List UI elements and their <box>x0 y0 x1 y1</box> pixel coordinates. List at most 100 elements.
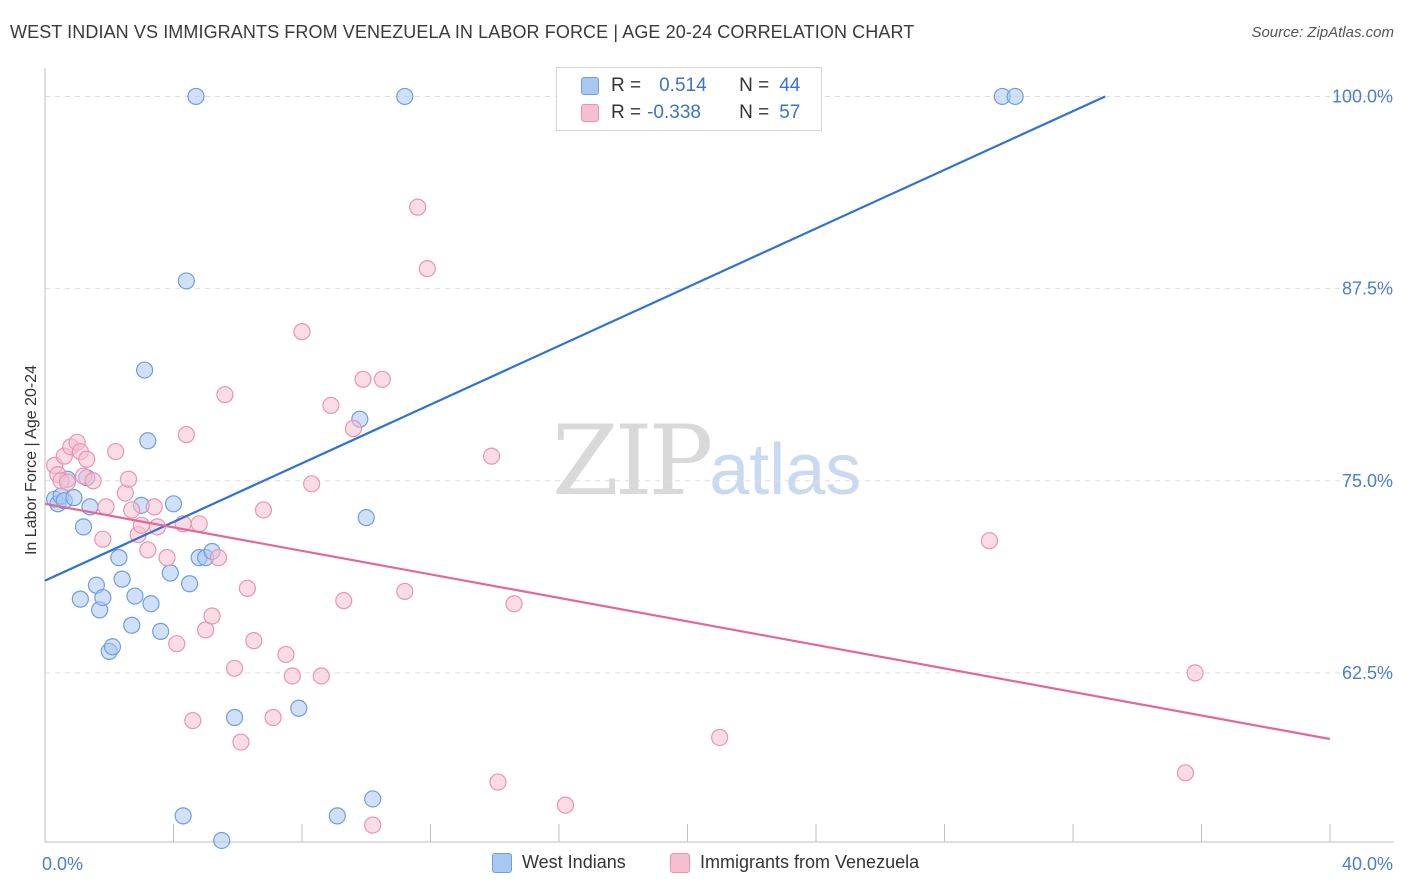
data-point-venezuela <box>354 370 372 388</box>
series-legend: West Indians Immigrants from Venezuela <box>0 852 1406 878</box>
data-point-venezuela <box>364 816 382 834</box>
data-point-west-indians <box>123 616 141 634</box>
data-point-venezuela <box>232 733 250 751</box>
data-point-venezuela <box>209 549 228 567</box>
correlation-legend: R = 0.514 N = 44 R = -0.338 N = 57 <box>556 67 822 131</box>
x-tick-label: 40.0% <box>1342 854 1393 874</box>
legend-n-value: 44 <box>779 75 801 96</box>
data-point-venezuela <box>283 667 301 685</box>
data-point-venezuela <box>1186 664 1204 682</box>
data-point-venezuela <box>418 260 436 278</box>
data-point-west-indians <box>126 587 144 605</box>
data-point-west-indians <box>357 509 375 527</box>
data-point-west-indians <box>103 638 122 656</box>
data-point-venezuela <box>225 659 244 677</box>
data-point-venezuela <box>409 198 427 216</box>
y-tick-label: 62.5% <box>1342 663 1393 683</box>
watermark: ZIPatlas <box>552 405 861 517</box>
legend-swatch-blue <box>492 852 512 873</box>
data-point-west-indians <box>177 272 195 290</box>
data-point-venezuela <box>78 450 96 468</box>
data-point-venezuela <box>1176 764 1195 782</box>
x-tick-label: 0.0% <box>42 854 83 874</box>
data-point-west-indians <box>142 595 160 613</box>
data-point-west-indians <box>113 570 131 588</box>
data-point-venezuela <box>322 396 340 415</box>
data-point-venezuela <box>158 549 176 567</box>
legend-r-value: 0.514 <box>659 75 707 96</box>
data-point-west-indians <box>110 549 128 567</box>
y-tick-label: 87.5% <box>1342 279 1393 299</box>
legend-swatch-pink <box>581 104 599 122</box>
data-point-venezuela <box>245 632 263 650</box>
data-point-west-indians <box>74 518 93 536</box>
data-point-west-indians <box>139 432 157 450</box>
legend-item-venezuela: Immigrants from Venezuela <box>670 852 919 873</box>
legend-r-value: -0.338 <box>647 102 701 123</box>
legend-n-label: N = <box>739 75 770 96</box>
data-point-venezuela <box>980 532 999 550</box>
data-point-venezuela <box>119 470 138 488</box>
data-point-venezuela <box>190 515 208 533</box>
legend-label-venezuela: Immigrants from Venezuela <box>700 852 920 872</box>
data-point-venezuela <box>58 473 77 491</box>
data-point-venezuela <box>505 595 523 613</box>
data-point-west-indians <box>164 495 183 513</box>
legend-swatch-pink <box>670 852 690 873</box>
y-tick-label: 100.0% <box>1332 86 1393 106</box>
data-point-west-indians <box>396 87 414 106</box>
data-point-venezuela <box>277 645 295 664</box>
data-point-venezuela <box>184 711 202 730</box>
legend-row-west-indians: R = 0.514 N = 44 <box>581 73 800 99</box>
data-point-venezuela <box>197 621 215 639</box>
data-point-west-indians <box>225 708 244 727</box>
data-point-venezuela <box>373 370 391 388</box>
data-point-west-indians <box>71 590 89 608</box>
source-label: Source: ZipAtlas.com <box>1251 24 1394 41</box>
data-point-west-indians <box>290 699 308 717</box>
legend-n-label: N = <box>739 102 770 123</box>
legend-label-west-indians: West Indians <box>522 852 626 872</box>
data-point-venezuela <box>177 426 195 444</box>
data-point-venezuela <box>335 592 353 610</box>
legend-r-label: R = <box>611 75 642 96</box>
data-point-venezuela <box>107 442 125 461</box>
data-point-west-indians <box>161 564 179 582</box>
data-point-venezuela <box>84 472 102 490</box>
data-point-venezuela <box>216 386 234 404</box>
data-point-venezuela <box>489 773 507 791</box>
data-point-west-indians <box>364 790 382 808</box>
data-point-venezuela <box>711 728 729 747</box>
legend-item-west-indians: West Indians <box>492 852 626 873</box>
data-point-venezuela <box>293 323 311 341</box>
data-point-west-indians <box>213 831 231 850</box>
data-point-west-indians <box>94 588 112 607</box>
data-point-venezuela <box>97 498 115 516</box>
data-point-venezuela <box>203 607 221 625</box>
data-point-venezuela <box>139 541 157 559</box>
trend-line-venezuela <box>44 502 1331 741</box>
data-point-venezuela <box>168 635 186 653</box>
data-point-west-indians <box>174 807 192 825</box>
data-point-venezuela <box>556 796 575 814</box>
data-point-venezuela <box>396 582 414 601</box>
data-point-west-indians <box>187 87 205 106</box>
legend-swatch-blue <box>581 77 599 95</box>
data-point-venezuela <box>312 667 330 685</box>
data-point-venezuela <box>482 447 501 465</box>
data-point-venezuela <box>344 419 362 438</box>
data-point-venezuela <box>123 501 141 519</box>
data-point-west-indians <box>135 361 154 379</box>
data-point-west-indians <box>328 807 346 825</box>
legend-row-venezuela: R = -0.338 N = 57 <box>581 100 800 126</box>
trend-line-west-indians <box>44 95 1106 582</box>
legend-n-value: 57 <box>779 102 801 123</box>
legend-r-label: R = <box>611 102 642 123</box>
data-point-venezuela <box>303 475 321 493</box>
y-tick-label: 75.0% <box>1342 471 1393 491</box>
data-point-venezuela <box>264 708 282 727</box>
data-point-west-indians <box>1006 87 1024 106</box>
chart-title: WEST INDIAN VS IMMIGRANTS FROM VENEZUELA… <box>10 22 915 42</box>
watermark-zip: ZIP <box>552 405 713 517</box>
